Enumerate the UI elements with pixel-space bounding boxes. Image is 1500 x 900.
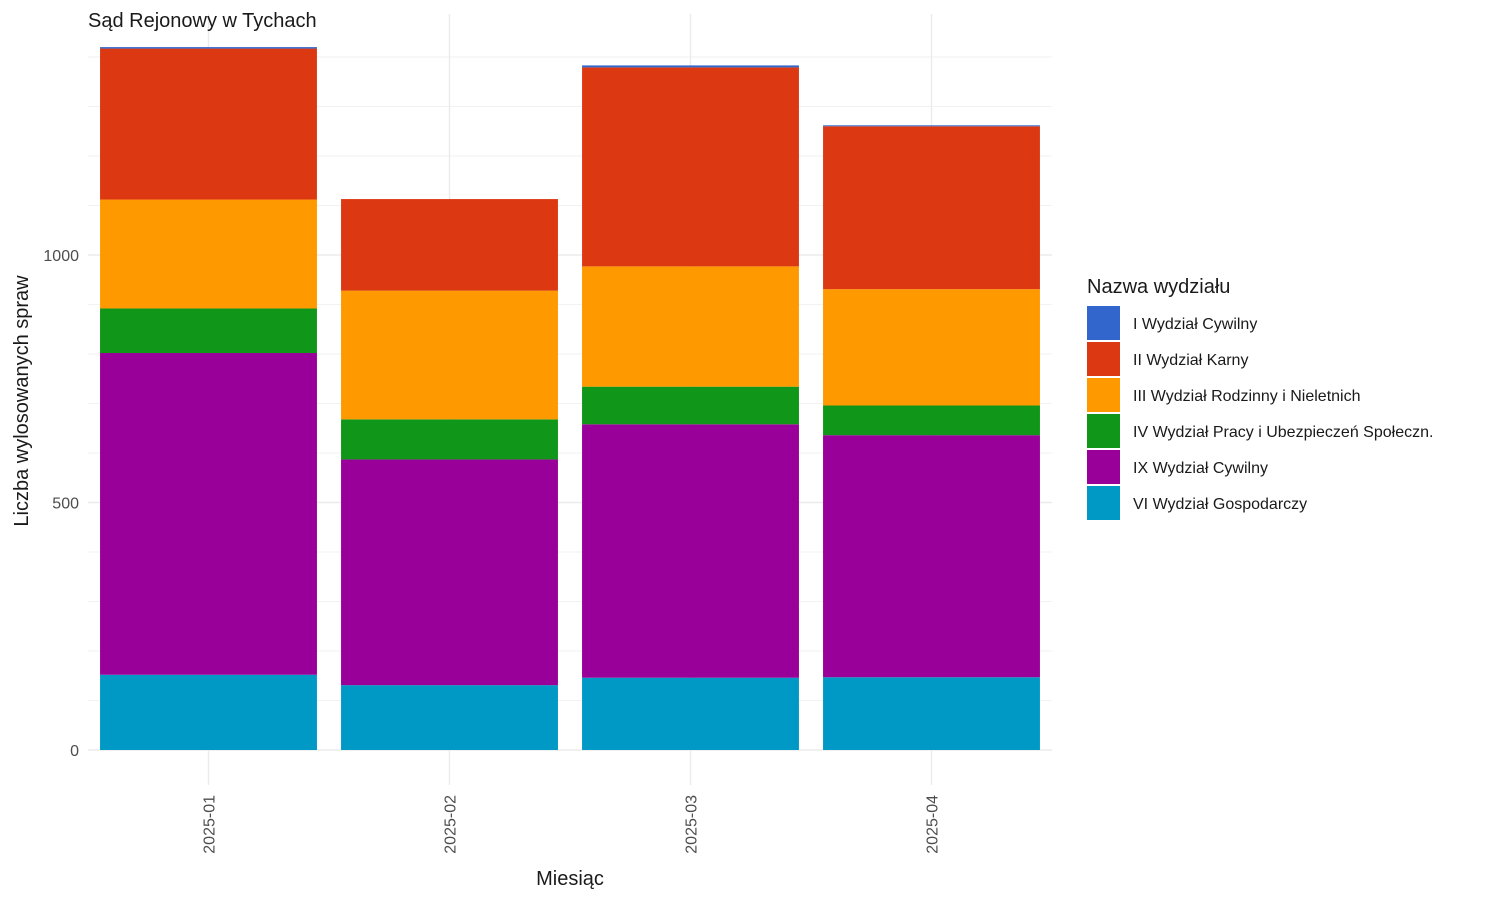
y-tick-label: 500 [52,496,79,513]
bar-segment [341,290,558,420]
x-tick-label: 2025-01 [202,795,219,854]
bar-segment [823,435,1040,678]
bar-segment [823,125,1040,127]
x-tick-label: 2025-03 [684,795,701,854]
y-tick-label: 1000 [43,248,79,265]
bar-segment [341,459,558,686]
legend-swatch [1087,486,1120,520]
x-tick-label: 2025-02 [443,795,460,854]
bar-segment [582,424,799,678]
bar-segment [582,386,799,425]
chart-title: Sąd Rejonowy w Tychach [88,10,317,32]
legend-swatch [1087,414,1120,448]
bar-segment [823,289,1040,406]
bar-segment [582,677,799,750]
x-axis-title: Miesiąc [536,868,604,890]
legend-swatch [1087,342,1120,376]
bar-segment [100,353,317,675]
legend-label: VI Wydział Gospodarczy [1133,496,1307,513]
bar-segment [823,405,1040,436]
y-tick-label: 0 [70,743,79,760]
legend: Nazwa wydziału I Wydział Cywilny II Wydzi… [1087,276,1433,520]
bar-segment [100,199,317,309]
bar-segment [582,266,799,387]
bar-segment [582,67,799,267]
legend-label: IV Wydział Pracy i Ubezpieczeń Społeczn. [1133,424,1433,441]
bar-segment [341,199,558,291]
legend-label: II Wydział Karny [1133,352,1248,369]
bars [100,47,1040,750]
x-tick-label: 2025-04 [925,795,942,854]
legend-swatch [1087,378,1120,412]
bar-segment [100,47,317,49]
bar-segment [100,674,317,750]
bar-segment [100,48,317,200]
bar-segment [341,419,558,460]
bar-segment [341,685,558,750]
legend-swatch [1087,450,1120,484]
x-axis-ticks: 2025-01 2025-02 2025-03 2025-04 [202,795,942,854]
bar-segment [823,126,1040,290]
y-axis-title: Liczba wylosowanych spraw [11,275,33,527]
legend-title: Nazwa wydziału [1087,276,1230,298]
bar-segment [582,65,799,68]
legend-label: III Wydział Rodzinny i Nieletnich [1133,388,1361,405]
y-axis-ticks: 0 500 1000 [43,248,79,760]
legend-swatch [1087,306,1120,340]
legend-label: IX Wydział Cywilny [1133,460,1268,477]
bar-segment [100,308,317,354]
legend-items: I Wydział Cywilny II Wydział Karny III Wyd… [1087,306,1433,520]
bar-segment [823,677,1040,750]
legend-label: I Wydział Cywilny [1133,316,1257,333]
